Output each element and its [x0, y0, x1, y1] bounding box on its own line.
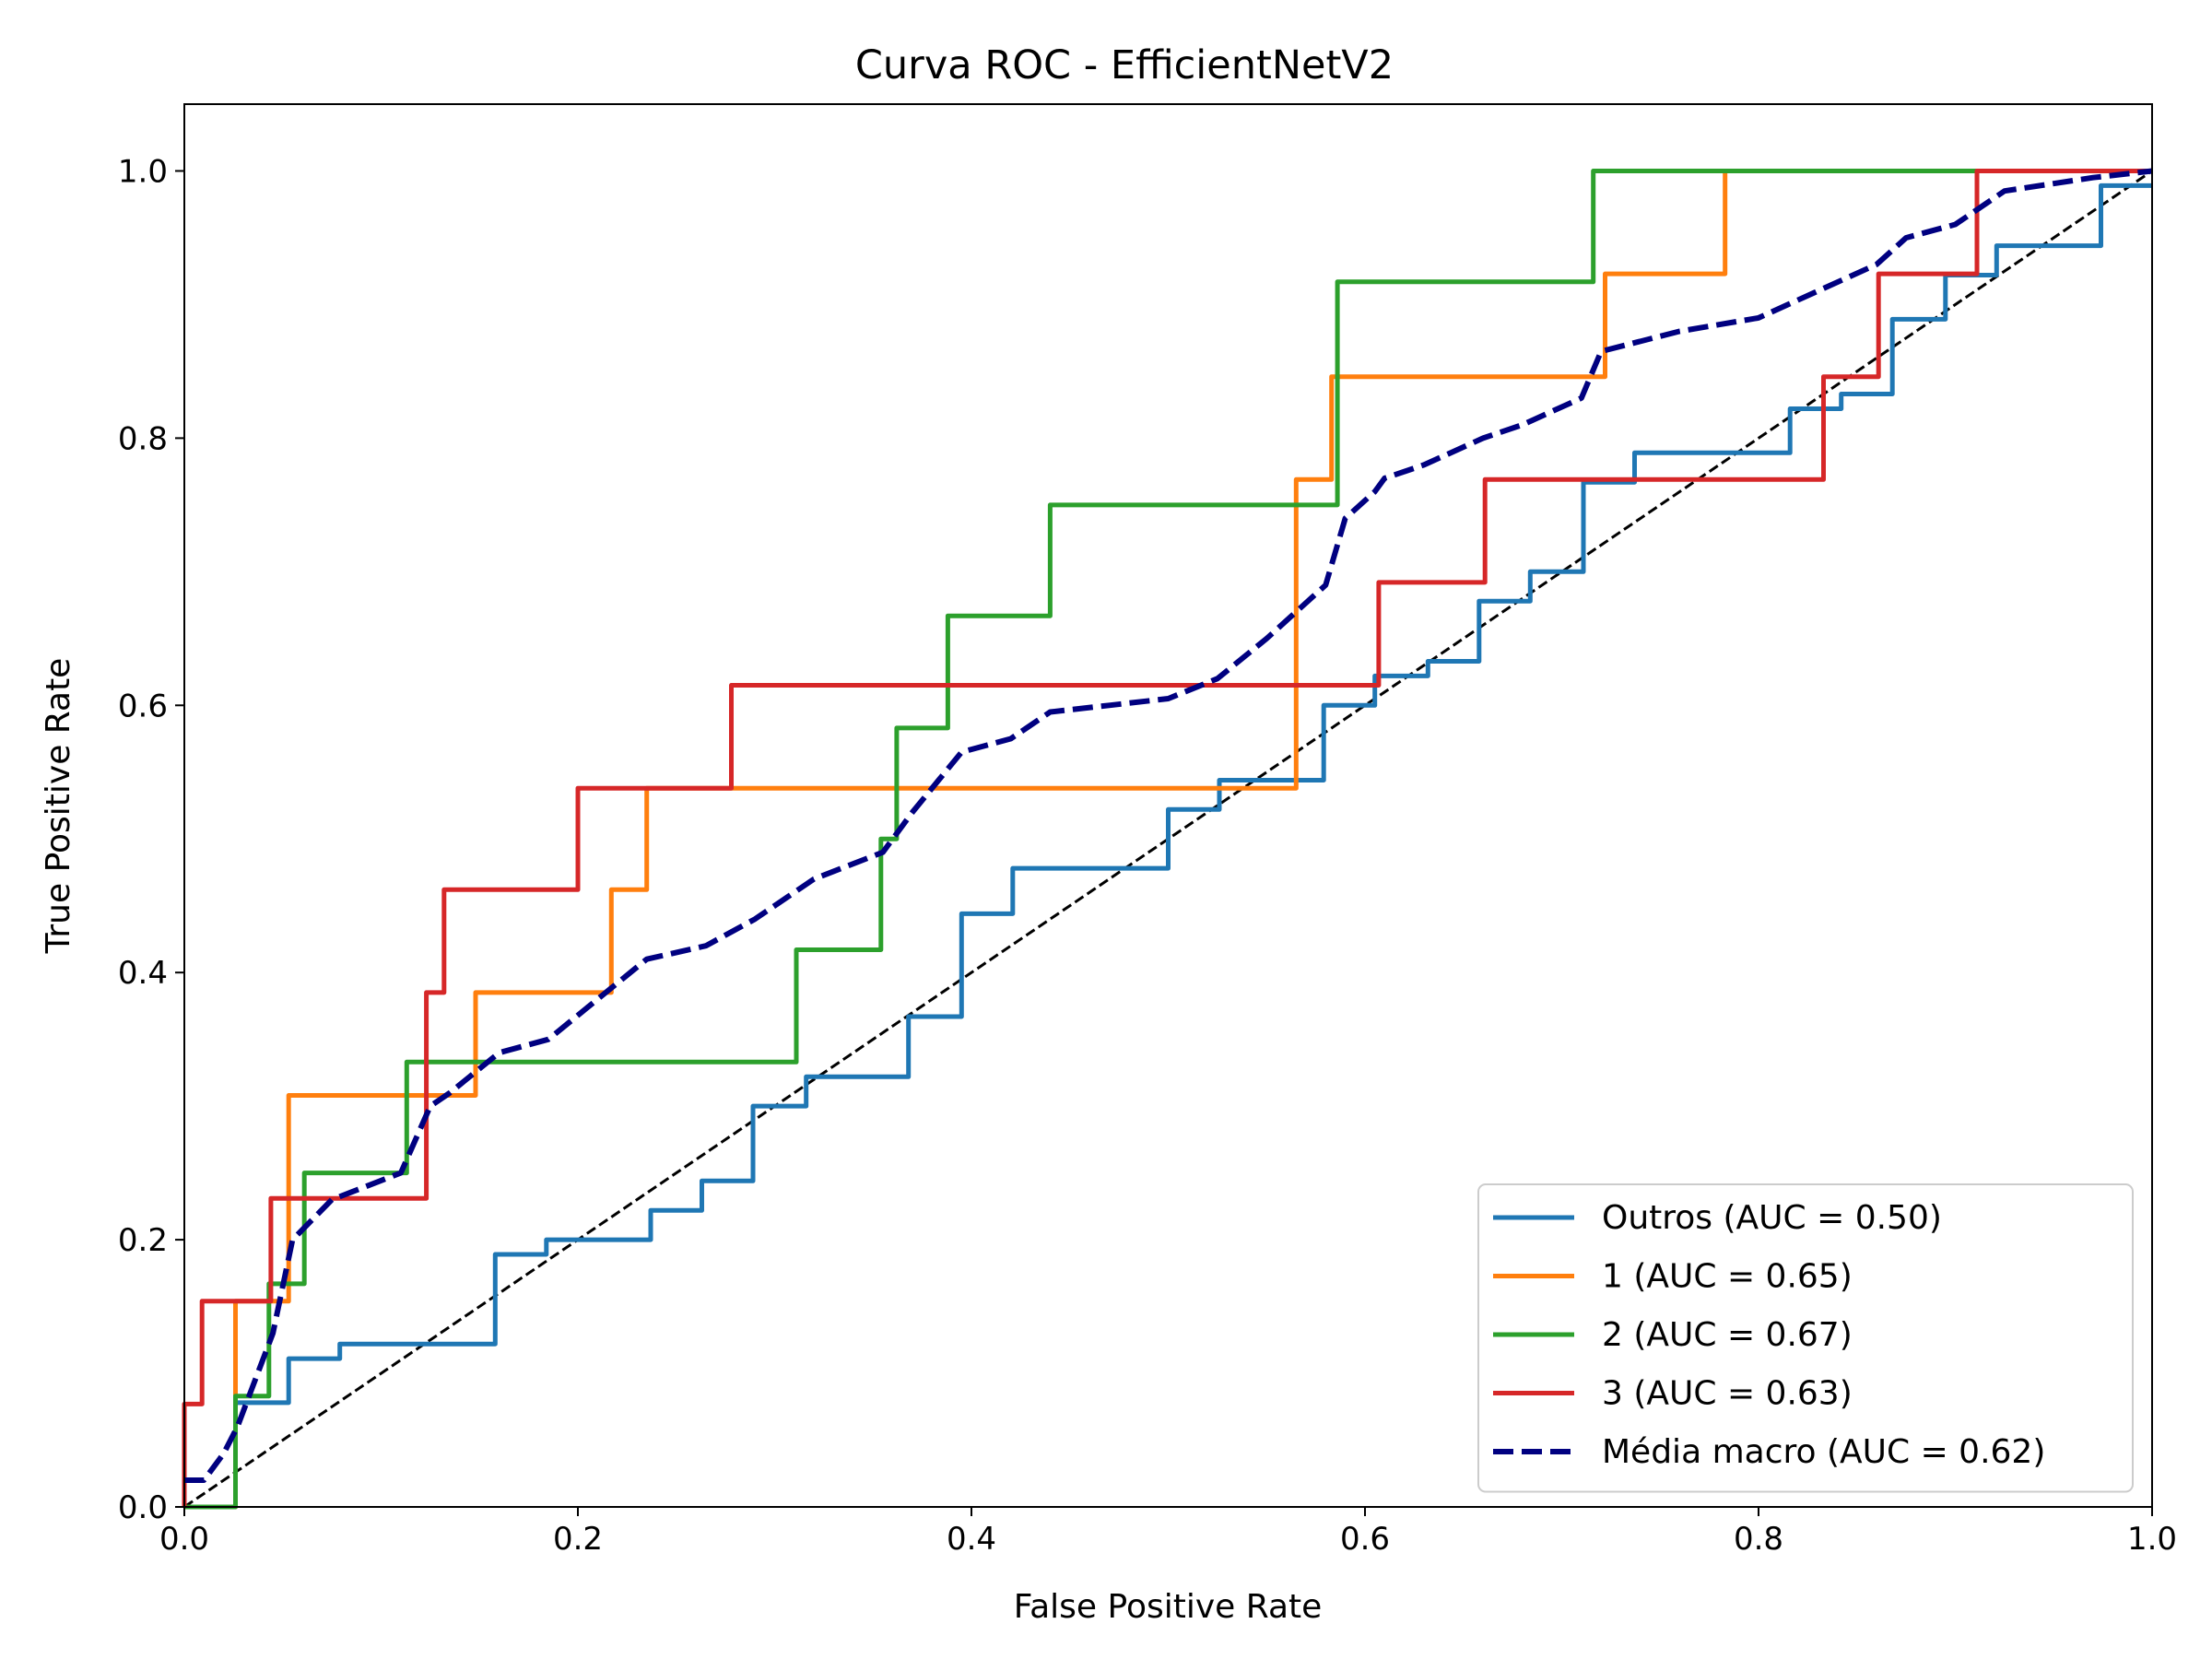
legend-label: Média macro (AUC = 0.62)	[1602, 1433, 2045, 1471]
axes-frame	[183, 103, 2153, 1508]
series-line-4	[184, 168, 2153, 1483]
x-axis-label: False Positive Rate	[1014, 1588, 1323, 1626]
legend-label: 1 (AUC = 0.65)	[1602, 1258, 1853, 1296]
y-axis-label: True Positive Rate	[40, 658, 77, 955]
series-line-0	[184, 182, 2152, 1510]
plot-area	[182, 168, 2153, 1510]
chart-title: Curva ROC - EfficientNetV2	[855, 42, 1394, 88]
legend: Outros (AUC = 0.50) 1 (AUC = 0.65) 2 (AUC …	[1477, 1183, 2134, 1493]
legend-box	[1477, 1183, 2134, 1493]
y-tick-label: 0.8	[118, 420, 168, 457]
x-tick-label: 0.2	[553, 1521, 603, 1558]
y-tick-label: 0.0	[118, 1489, 168, 1526]
axis-ticks: 0.00.0 0.2 0.2 0.4 0.4 0.6 0.6 0.8 0.8 1.0 1.0	[118, 153, 2177, 1558]
x-tick-label: 0.6	[1340, 1521, 1390, 1558]
series-line-1	[184, 169, 2152, 1510]
series-line-3	[182, 169, 2152, 1507]
legend-label: Outros (AUC = 0.50)	[1602, 1199, 1942, 1237]
x-tick-label: 0.4	[947, 1521, 996, 1558]
legend-label: 2 (AUC = 0.67)	[1602, 1316, 1853, 1354]
y-tick-label: 0.6	[118, 688, 168, 724]
legend-label: 3 (AUC = 0.63)	[1602, 1375, 1853, 1413]
x-tick-label: 1.0	[2127, 1521, 2177, 1558]
x-tick-label: 0.8	[1734, 1521, 1783, 1558]
y-tick-label: 0.2	[118, 1222, 168, 1259]
x-tick-label: 0.0	[159, 1521, 209, 1558]
y-tick-label: 0.4	[118, 955, 168, 992]
y-tick-label: 1.0	[118, 153, 168, 190]
